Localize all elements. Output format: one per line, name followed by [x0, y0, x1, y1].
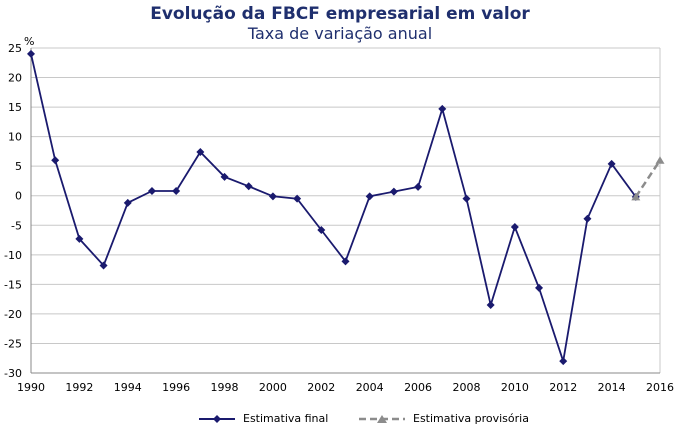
chart-subtitle: Taxa de variação anual — [247, 24, 433, 43]
y-tick-label: 20 — [8, 72, 22, 85]
x-tick-label: 2014 — [598, 381, 626, 394]
chart-title: Evolução da FBCF empresarial em valor — [150, 4, 530, 24]
data-point — [75, 234, 84, 243]
y-tick-label: -30 — [4, 367, 22, 380]
data-point — [317, 226, 326, 234]
y-tick-label: 10 — [8, 131, 22, 144]
data-point — [655, 156, 665, 164]
data-point — [51, 156, 60, 165]
x-tick-label: 1990 — [17, 381, 45, 394]
x-tick-label: 2016 — [646, 381, 674, 394]
data-point — [607, 159, 616, 168]
legend-item-final: Estimativa final — [197, 412, 328, 425]
legend-provisional-label: Estimativa provisória — [413, 412, 529, 425]
series-line-1 — [634, 159, 662, 198]
data-point — [583, 214, 592, 223]
x-tick-label: 1992 — [65, 381, 93, 394]
y-tick-label: 15 — [8, 101, 22, 114]
data-point — [172, 187, 181, 195]
data-point — [99, 261, 108, 270]
y-tick-label: -15 — [4, 278, 22, 291]
x-tick-label: 1994 — [114, 381, 142, 394]
data-point — [559, 357, 568, 366]
data-point — [220, 172, 229, 181]
data-point — [123, 198, 132, 207]
x-tick-labels: 1990 1992 1994 1996 1998 2000 2002 2004 2006 2008… — [17, 381, 674, 394]
data-point — [631, 192, 641, 201]
data-point — [365, 192, 374, 201]
data-point — [414, 182, 423, 191]
data-point — [341, 257, 350, 266]
legend-item-provisional: Estimativa provisória — [357, 412, 529, 425]
y-tick-label: -20 — [4, 308, 22, 321]
data-point — [268, 192, 277, 201]
data-point — [389, 187, 398, 196]
y-tick-labels: 25 20 15 10 5 0 -5 -10 -15 -20 -25 -30 — [4, 42, 22, 380]
y-tick-label: -25 — [4, 337, 22, 350]
y-tick-label: -5 — [11, 219, 22, 232]
x-tick-label: 2002 — [307, 381, 335, 394]
x-tick-label: 2004 — [356, 381, 384, 394]
data-point — [27, 49, 35, 58]
series-lines — [27, 49, 665, 366]
series-line-0 — [30, 53, 637, 362]
x-tick-label: 1998 — [211, 381, 239, 394]
x-tick-label: 1996 — [162, 381, 190, 394]
x-tick-label: 2000 — [259, 381, 287, 394]
y-tick-label: 25 — [8, 42, 22, 55]
data-point — [486, 301, 495, 310]
data-point — [462, 194, 471, 203]
grid-lines — [30, 47, 661, 374]
legend-final-label: Estimativa final — [243, 412, 329, 425]
data-point — [510, 223, 519, 232]
y-tick-label: -10 — [4, 249, 22, 262]
x-tick-label: 2012 — [549, 381, 577, 394]
y-axis-label: % — [24, 35, 34, 48]
legend-provisional-marker — [359, 414, 405, 423]
data-point — [244, 182, 253, 191]
data-point — [196, 148, 205, 156]
y-tick-label: 0 — [15, 190, 22, 203]
y-tick-label: 5 — [15, 160, 22, 173]
x-tick-label: 2006 — [404, 381, 432, 394]
data-point — [535, 283, 544, 292]
data-point — [438, 104, 447, 113]
x-tick-label: 2010 — [501, 381, 529, 394]
x-tick-label: 2008 — [452, 381, 480, 394]
legend-final-marker — [199, 414, 235, 423]
data-point — [147, 187, 156, 195]
data-point — [293, 194, 302, 203]
